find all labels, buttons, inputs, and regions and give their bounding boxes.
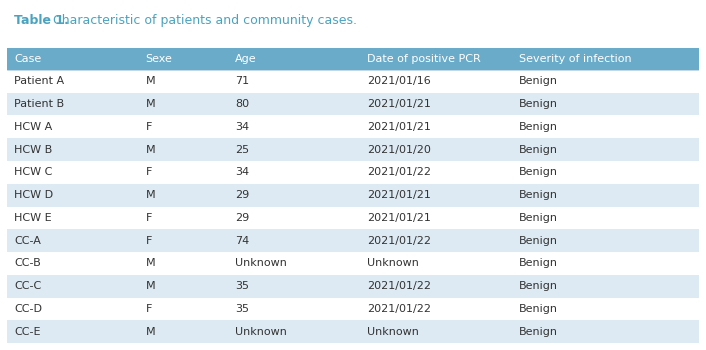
Bar [7,229,699,252]
Bar [7,161,699,184]
Text: CC-C: CC-C [14,281,41,291]
Text: 2021/01/22: 2021/01/22 [367,281,431,291]
Text: HCW E: HCW E [14,213,52,223]
Text: Severity of infection: Severity of infection [519,54,632,64]
Text: Table 1.: Table 1. [14,14,69,27]
Text: 80: 80 [235,99,249,109]
Text: 34: 34 [235,167,249,177]
Text: Sexe: Sexe [145,54,172,64]
Bar [7,298,699,320]
Text: 29: 29 [235,190,250,200]
Text: 71: 71 [235,76,249,86]
Bar [7,320,699,343]
Text: Patient B: Patient B [14,99,64,109]
Text: Benign: Benign [519,99,558,109]
Text: 2021/01/22: 2021/01/22 [367,304,431,314]
Text: M: M [145,76,155,86]
Text: 2021/01/20: 2021/01/20 [367,145,431,155]
Text: Benign: Benign [519,190,558,200]
Text: 35: 35 [235,304,249,314]
Text: 2021/01/22: 2021/01/22 [367,236,431,246]
Text: Benign: Benign [519,145,558,155]
Text: CC-D: CC-D [14,304,42,314]
Text: M: M [145,190,155,200]
Text: 2021/01/22: 2021/01/22 [367,167,431,177]
Bar [7,48,699,70]
Text: Unknown: Unknown [367,258,419,268]
Bar [7,116,699,138]
Text: M: M [145,145,155,155]
Text: F: F [145,167,152,177]
Text: F: F [145,304,152,314]
Bar [7,70,699,93]
Bar [7,184,699,206]
Bar [7,206,699,229]
Text: Patient A: Patient A [14,76,64,86]
Text: HCW D: HCW D [14,190,53,200]
Text: M: M [145,281,155,291]
Text: CC-E: CC-E [14,327,40,337]
Text: Unknown: Unknown [235,258,287,268]
Text: Benign: Benign [519,167,558,177]
Text: M: M [145,327,155,337]
Text: M: M [145,99,155,109]
Text: Benign: Benign [519,258,558,268]
Text: 34: 34 [235,122,249,132]
Bar [7,93,699,116]
Text: Benign: Benign [519,327,558,337]
Text: Benign: Benign [519,304,558,314]
Text: Benign: Benign [519,281,558,291]
Text: HCW B: HCW B [14,145,52,155]
Text: Unknown: Unknown [367,327,419,337]
Text: 2021/01/21: 2021/01/21 [367,99,431,109]
Text: M: M [145,258,155,268]
Text: 2021/01/16: 2021/01/16 [367,76,431,86]
Bar [7,138,699,161]
Text: Case: Case [14,54,41,64]
Text: Benign: Benign [519,236,558,246]
Text: CC-A: CC-A [14,236,41,246]
Text: CC-B: CC-B [14,258,41,268]
Text: 74: 74 [235,236,250,246]
Text: Age: Age [235,54,257,64]
Bar [7,275,699,298]
Text: 35: 35 [235,281,249,291]
Text: 2021/01/21: 2021/01/21 [367,122,431,132]
Text: HCW C: HCW C [14,167,52,177]
Text: 2021/01/21: 2021/01/21 [367,213,431,223]
Text: F: F [145,236,152,246]
Text: Benign: Benign [519,76,558,86]
Text: F: F [145,122,152,132]
Text: 2021/01/21: 2021/01/21 [367,190,431,200]
Text: 25: 25 [235,145,249,155]
Text: 29: 29 [235,213,250,223]
Text: Benign: Benign [519,213,558,223]
Text: Unknown: Unknown [235,327,287,337]
Text: HCW A: HCW A [14,122,52,132]
Text: Date of positive PCR: Date of positive PCR [367,54,481,64]
Text: F: F [145,213,152,223]
Text: Characteristic of patients and community cases.: Characteristic of patients and community… [45,14,357,27]
Bar [7,252,699,275]
Text: Benign: Benign [519,122,558,132]
